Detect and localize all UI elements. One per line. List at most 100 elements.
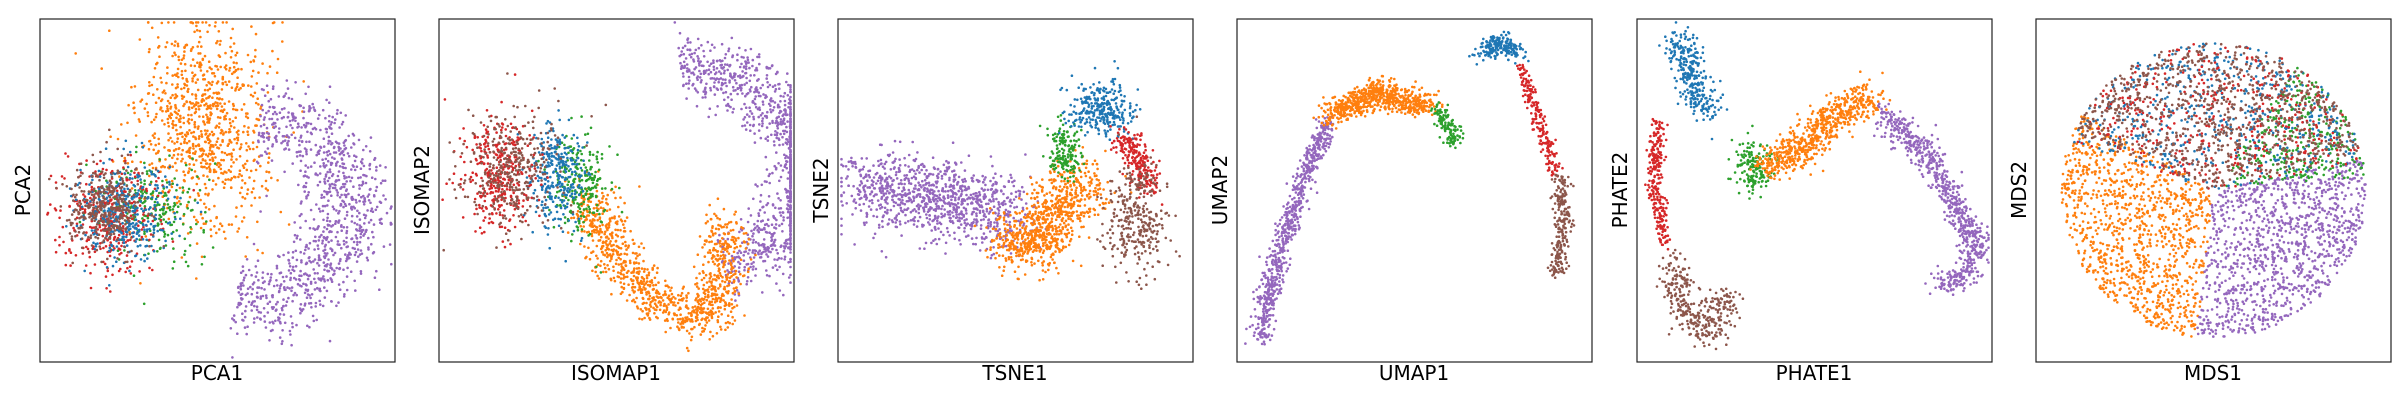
data-point-brown [134, 201, 137, 204]
data-point-red [153, 187, 157, 191]
data-point-brown [109, 233, 113, 236]
data-point-purple [700, 64, 704, 67]
data-point-orange [719, 328, 723, 331]
data-point-purple [266, 302, 270, 306]
data-point-blue [126, 165, 130, 169]
data-point-purple [265, 152, 269, 155]
data-point-purple [759, 200, 762, 203]
data-point-orange [191, 71, 194, 74]
data-point-blue [124, 139, 128, 143]
data-point-brown [96, 175, 100, 178]
data-point-orange [206, 175, 209, 178]
data-point-brown [106, 257, 109, 261]
data-point-brown [98, 178, 101, 182]
data-point-purple [328, 184, 332, 188]
data-point-purple [316, 286, 319, 290]
data-point-purple [329, 161, 333, 165]
data-point-blue [111, 264, 115, 268]
data-point-blue [108, 157, 111, 161]
data-point-orange [202, 73, 206, 76]
data-point-orange [698, 272, 701, 275]
data-point-blue [116, 184, 119, 187]
data-point-purple [374, 189, 378, 192]
data-point-orange [204, 159, 207, 162]
data-point-blue [155, 189, 158, 192]
data-point-purple [302, 174, 306, 178]
data-point-purple [303, 302, 307, 306]
data-point-purple [751, 100, 754, 104]
data-point-brown [107, 219, 110, 222]
data-point-red [171, 240, 175, 243]
data-point-orange [722, 232, 726, 235]
data-point-orange [176, 137, 180, 140]
data-point-purple [737, 266, 741, 269]
data-point-orange [237, 133, 240, 136]
data-point-orange [629, 278, 633, 281]
data-point-red [141, 219, 145, 223]
data-point-purple [367, 248, 370, 251]
data-point-brown [123, 245, 127, 249]
data-point-orange [203, 202, 206, 206]
data-point-orange [222, 186, 226, 189]
data-point-orange [224, 130, 228, 134]
data-point-purple [743, 102, 746, 106]
data-point-purple [365, 256, 369, 260]
data-point-orange [717, 262, 721, 266]
data-point-purple [733, 79, 737, 82]
data-point-brown [124, 161, 127, 165]
data-point-purple [757, 78, 760, 81]
data-point-orange [642, 246, 646, 250]
data-point-orange [619, 272, 623, 276]
data-point-orange [267, 156, 271, 159]
data-point-purple [244, 273, 248, 277]
data-point-purple [335, 112, 339, 115]
data-point-orange [191, 58, 195, 61]
data-point-purple [350, 146, 353, 149]
data-point-red [63, 177, 66, 180]
data-point-orange [595, 213, 599, 216]
data-point-purple [295, 155, 299, 158]
data-point-blue [139, 244, 142, 247]
data-point-purple [324, 175, 328, 178]
data-point-purple [285, 79, 289, 82]
data-point-purple [267, 282, 271, 286]
data-point-orange [685, 329, 689, 333]
data-point-blue [140, 194, 143, 198]
data-point-orange [634, 257, 638, 260]
data-point-blue [91, 178, 94, 182]
data-point-purple [677, 46, 680, 50]
data-point-blue [115, 260, 118, 264]
data-point-orange [603, 232, 606, 236]
data-point-purple [358, 240, 362, 244]
data-point-orange [190, 106, 194, 110]
data-point-purple [754, 183, 757, 186]
data-point-purple [289, 333, 292, 336]
data-point-purple [761, 103, 765, 106]
data-point-purple [369, 218, 373, 222]
data-point-purple [359, 272, 363, 275]
data-point-orange [170, 179, 174, 183]
data-point-brown [79, 174, 82, 178]
data-point-purple [746, 121, 749, 124]
data-point-purple [256, 286, 259, 289]
data-point-purple [250, 273, 253, 277]
data-point-purple [254, 275, 258, 278]
data-point-orange [641, 309, 644, 313]
data-point-orange [227, 168, 231, 172]
data-point-orange [729, 310, 733, 314]
data-point-orange [744, 231, 748, 235]
data-point-green [200, 263, 204, 266]
data-point-orange [655, 308, 658, 312]
data-point-purple [274, 303, 278, 306]
data-point-orange [281, 21, 284, 24]
data-point-brown [89, 236, 92, 240]
data-point-brown [101, 241, 104, 244]
data-point-brown [94, 196, 97, 200]
data-point-purple [789, 248, 792, 251]
data-point-green [134, 150, 138, 154]
data-point-brown [112, 223, 115, 227]
data-point-purple [299, 269, 302, 273]
data-point-purple [759, 220, 763, 223]
data-point-purple [352, 165, 355, 168]
data-point-blue [106, 199, 110, 203]
